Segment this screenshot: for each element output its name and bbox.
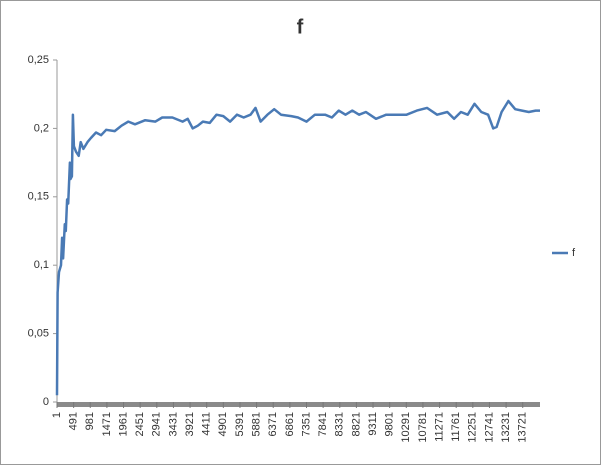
y-tick-label: 0,05 — [28, 328, 49, 340]
x-tick-label: 12741 — [483, 412, 495, 443]
y-tick-label: 0 — [43, 396, 49, 408]
x-tick-label: 4411 — [201, 412, 213, 436]
x-tick-label: 2941 — [151, 412, 163, 436]
x-tick-label: 3921 — [184, 412, 196, 436]
x-tick-label: 10291 — [400, 412, 412, 443]
y-tick-label: 0,15 — [28, 191, 49, 203]
legend-label: f — [572, 247, 576, 259]
x-tick-label: 9801 — [384, 412, 396, 436]
x-tick-label: 6371 — [267, 412, 279, 436]
y-tick-label: 0,25 — [28, 54, 49, 66]
x-tick-label: 1961 — [117, 412, 129, 436]
x-tick-label: 4901 — [217, 412, 229, 436]
data-line — [55, 99, 540, 396]
x-tick-label: 13231 — [500, 412, 512, 443]
x-tick-label: 491 — [68, 412, 80, 430]
x-tick-label: 981 — [84, 412, 96, 430]
x-tick-label: 6861 — [284, 412, 296, 436]
x-tick-label: 11761 — [450, 412, 462, 442]
x-tick-label: 5881 — [251, 412, 263, 436]
x-tick-label: 5391 — [234, 412, 246, 436]
chart-title: f — [297, 16, 304, 38]
x-tick-label: 9311 — [367, 412, 379, 436]
x-tick-label: 8331 — [334, 412, 346, 436]
x-tick-label: 2451 — [134, 412, 146, 436]
x-tick-label: 1471 — [101, 412, 113, 436]
x-tick-label: 12251 — [467, 412, 479, 443]
x-tick-label: 7841 — [317, 412, 329, 436]
x-tick-label: 7351 — [300, 412, 312, 436]
x-axis — [57, 402, 540, 407]
y-tick-label: 0,2 — [34, 122, 49, 134]
y-tick-label: 0,1 — [34, 259, 49, 271]
x-tick-label: 1 — [51, 412, 63, 418]
x-tick-label: 10781 — [417, 412, 429, 443]
x-tick-label: 8821 — [350, 412, 362, 436]
x-tick-label: 11271 — [433, 412, 445, 442]
x-tick-label: 13721 — [517, 412, 529, 443]
x-tick-label: 3431 — [167, 412, 179, 436]
